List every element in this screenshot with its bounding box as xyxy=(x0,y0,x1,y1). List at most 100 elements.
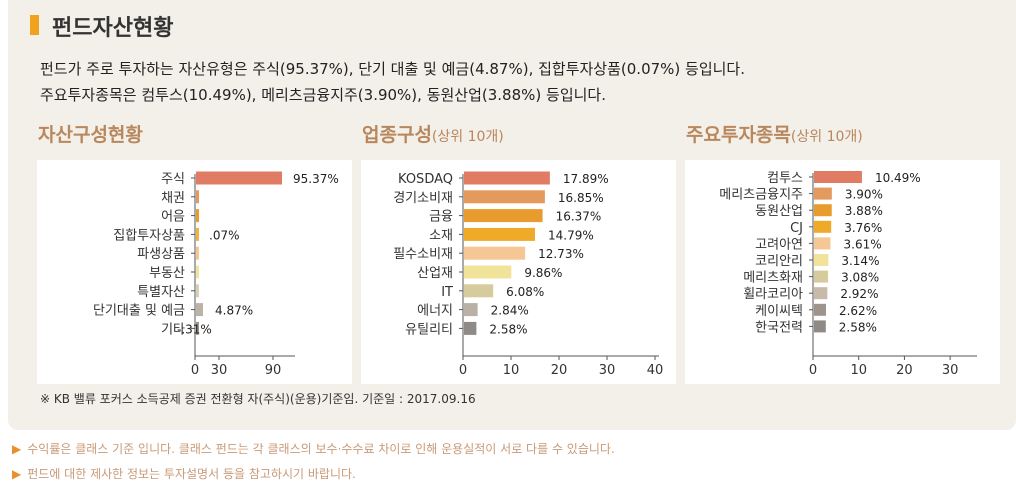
bar xyxy=(814,237,831,250)
bar xyxy=(464,227,535,241)
bar xyxy=(196,303,203,317)
bar xyxy=(814,171,862,183)
data-label: 3.90% xyxy=(845,188,883,202)
asset-chart-box: 0 30 90 주식 95.37% 채권 어음 집합투자상품 .07% 파생상품 부동산 특별자산 단기… xyxy=(37,160,352,384)
data-label: 4.87% xyxy=(215,304,253,318)
footnote-2: ▶ 펀드에 대한 제사한 정보는 투자설명서 등을 참고하시기 바랍니다. xyxy=(12,465,356,482)
data-label: .07% xyxy=(209,228,240,242)
section-title-asset-text: 자산구성현황 xyxy=(38,124,143,146)
category-label: 메리츠금융지주 xyxy=(719,188,803,203)
section-title-asset: 자산구성현황 xyxy=(38,120,143,147)
bar xyxy=(464,246,526,260)
data-label: 2.84% xyxy=(491,304,529,318)
x-tick-label: 40 xyxy=(647,363,664,378)
category-label: 한국전력 xyxy=(755,320,803,335)
x-tick-label: 10 xyxy=(503,363,520,378)
data-label: 3.88% xyxy=(845,204,883,218)
data-label: 2.92% xyxy=(840,287,878,301)
bar xyxy=(464,190,545,204)
bar xyxy=(196,321,199,335)
category-label: 필수소비재 xyxy=(393,247,453,262)
category-label: 코리안리 xyxy=(755,254,803,269)
category-label: 유틸리티 xyxy=(405,322,453,337)
category-label: 기타 xyxy=(161,322,185,337)
bar xyxy=(814,254,829,266)
category-label: IT xyxy=(441,285,453,300)
triangle-bullet-icon: ▶ xyxy=(12,467,22,481)
x-tick-label: 20 xyxy=(896,363,913,378)
data-label: 12.73% xyxy=(538,247,584,261)
bar xyxy=(196,209,199,223)
page-title: 펀드자산현황 xyxy=(52,16,174,41)
bar xyxy=(814,320,826,333)
category-label: 단기대출 및 예금 xyxy=(93,304,185,319)
data-label: 14.79% xyxy=(548,228,594,242)
bar xyxy=(464,284,494,298)
bar xyxy=(464,171,550,185)
bar xyxy=(196,190,199,204)
category-label: 부동산 xyxy=(149,266,185,281)
bar xyxy=(814,303,826,316)
category-label: 고려아연 xyxy=(755,237,803,252)
description-line-2: 주요투자종목은 컴투스(10.49%), 메리츠금융지주(3.90%), 동원산… xyxy=(40,86,606,104)
bar xyxy=(814,187,832,200)
sector-composition-chart: 0 10 20 30 40 KOSDAQ 17.89% 경기소비재 16.85% 금융 16.37%… xyxy=(393,171,664,378)
title-marker xyxy=(30,15,39,35)
category-label: CJ xyxy=(790,221,803,236)
category-label: 주식 xyxy=(161,172,185,187)
bar xyxy=(814,270,829,283)
bar xyxy=(814,204,832,217)
x-tick-label: 0 xyxy=(809,363,817,378)
bar xyxy=(464,265,512,279)
footnote-2-text: 펀드에 대한 제사한 정보는 투자설명서 등을 참고하시기 바랍니다. xyxy=(27,467,356,481)
category-label: 어음 xyxy=(161,210,185,225)
data-label: 2.58% xyxy=(839,320,877,334)
bar xyxy=(464,303,478,317)
category-label: 케이씨텍 xyxy=(755,304,803,319)
category-label: 집합투자상품 xyxy=(113,228,185,243)
bar xyxy=(464,321,477,335)
category-label: 에너지 xyxy=(417,304,453,319)
section-sub-sector: (상위 10개) xyxy=(431,129,504,145)
bar xyxy=(196,246,199,260)
x-tick-label: 30 xyxy=(211,363,228,378)
bar xyxy=(196,265,199,279)
description-line-1: 펀드가 주로 투자하는 자산유형은 주식(95.37%), 단기 대출 및 예금… xyxy=(40,60,745,78)
bar xyxy=(196,171,282,185)
x-tick-label: 30 xyxy=(942,363,959,378)
sector-chart-box: 0 10 20 30 40 KOSDAQ 17.89% 경기소비재 16.85% 금융 16.37%… xyxy=(361,160,676,384)
triangle-bullet-icon: ▶ xyxy=(12,442,22,456)
category-label: 특별자산 xyxy=(137,285,185,300)
data-label: 95.37% xyxy=(293,172,339,186)
category-label: 컴투스 xyxy=(767,171,803,186)
data-label: 3.76% xyxy=(844,221,882,235)
x-tick-label: 20 xyxy=(551,363,568,378)
footnote-1-text: 수익률은 클래스 기준 입니다. 클래스 펀드는 각 클래스의 보수·수수료 차… xyxy=(27,442,615,456)
category-label: 소재 xyxy=(429,228,453,243)
top-holdings-chart: 0 10 20 30 컴투스 10.49% 메리츠금융지주 3.90% 동원산업 3.88% CJ 3… xyxy=(719,171,977,378)
bar xyxy=(196,227,199,241)
x-tick-label: 30 xyxy=(599,363,616,378)
data-label: 3.08% xyxy=(841,271,879,285)
data-label: 10.49% xyxy=(875,171,921,185)
section-title-sector: 업종구성(상위 10개) xyxy=(362,120,504,147)
x-tick-label: 10 xyxy=(850,363,867,378)
bar xyxy=(814,220,832,233)
section-sub-holdings: (상위 10개) xyxy=(790,129,863,145)
x-tick-label: 0 xyxy=(191,363,199,378)
data-label: 6.08% xyxy=(506,285,544,299)
bar xyxy=(464,209,543,223)
category-label: 메리츠화재 xyxy=(743,271,803,286)
category-label: 휠라코리아 xyxy=(743,287,803,302)
data-label: 3.14% xyxy=(841,254,879,268)
category-label: 채권 xyxy=(161,191,185,206)
basis-note: ※ KB 밸류 포커스 소득공제 증권 전환형 자(주식)(운용)기준임. 기준… xyxy=(40,392,476,406)
category-label: 금융 xyxy=(429,210,453,225)
data-label: 3.61% xyxy=(844,237,882,251)
category-label: 경기소비재 xyxy=(393,191,453,206)
data-label: 9.86% xyxy=(524,266,562,280)
x-tick-label: 90 xyxy=(265,363,282,378)
bar xyxy=(814,287,828,300)
category-label: 산업재 xyxy=(417,266,453,281)
